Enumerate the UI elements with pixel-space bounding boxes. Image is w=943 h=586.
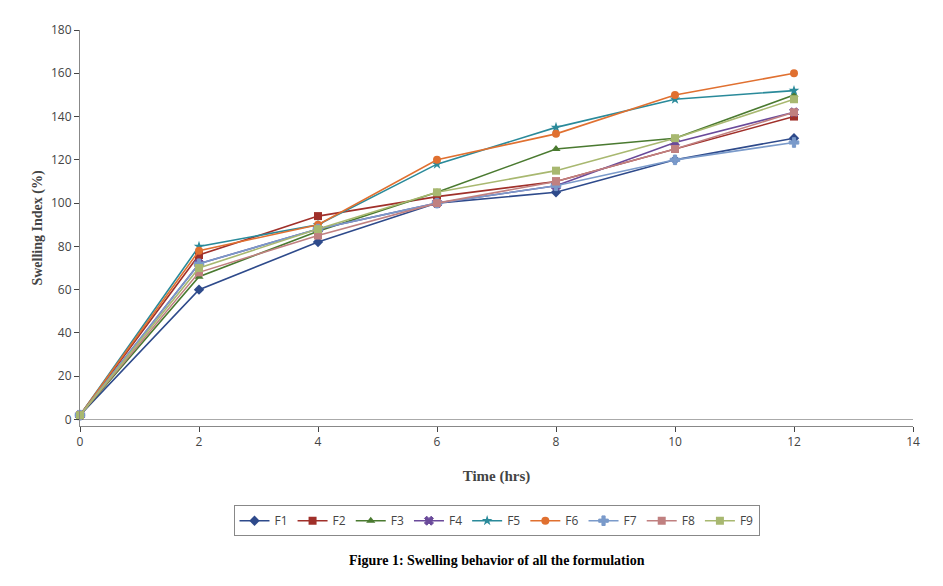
svg-text:4: 4 bbox=[315, 433, 322, 450]
svg-text:120: 120 bbox=[51, 151, 72, 168]
svg-text:10: 10 bbox=[668, 433, 682, 450]
svg-text:F9: F9 bbox=[740, 512, 753, 529]
svg-text:Swelling Index (%): Swelling Index (%) bbox=[30, 170, 46, 285]
svg-text:80: 80 bbox=[58, 238, 72, 255]
svg-text:40: 40 bbox=[58, 324, 72, 341]
svg-text:8: 8 bbox=[553, 433, 560, 450]
svg-text:F1: F1 bbox=[275, 512, 288, 529]
svg-text:2: 2 bbox=[196, 433, 203, 450]
svg-text:F4: F4 bbox=[449, 512, 462, 529]
svg-text:14: 14 bbox=[906, 433, 920, 450]
svg-text:0: 0 bbox=[65, 411, 72, 428]
svg-text:12: 12 bbox=[787, 433, 801, 450]
svg-text:F6: F6 bbox=[565, 512, 578, 529]
svg-text:F7: F7 bbox=[624, 512, 637, 529]
svg-text:20: 20 bbox=[58, 367, 72, 384]
svg-text:Figure 1: Swelling behavior of: Figure 1: Swelling behavior of all the f… bbox=[349, 553, 645, 568]
svg-text:F5: F5 bbox=[507, 512, 520, 529]
svg-text:140: 140 bbox=[51, 108, 72, 125]
svg-text:F3: F3 bbox=[391, 512, 404, 529]
svg-text:180: 180 bbox=[51, 21, 72, 38]
svg-text:0: 0 bbox=[77, 433, 84, 450]
svg-text:F2: F2 bbox=[333, 512, 346, 529]
svg-text:100: 100 bbox=[51, 194, 72, 211]
svg-text:Time (hrs): Time (hrs) bbox=[463, 468, 531, 485]
svg-text:60: 60 bbox=[58, 281, 72, 298]
svg-text:6: 6 bbox=[434, 433, 441, 450]
svg-text:F8: F8 bbox=[682, 512, 695, 529]
svg-text:160: 160 bbox=[51, 64, 72, 81]
